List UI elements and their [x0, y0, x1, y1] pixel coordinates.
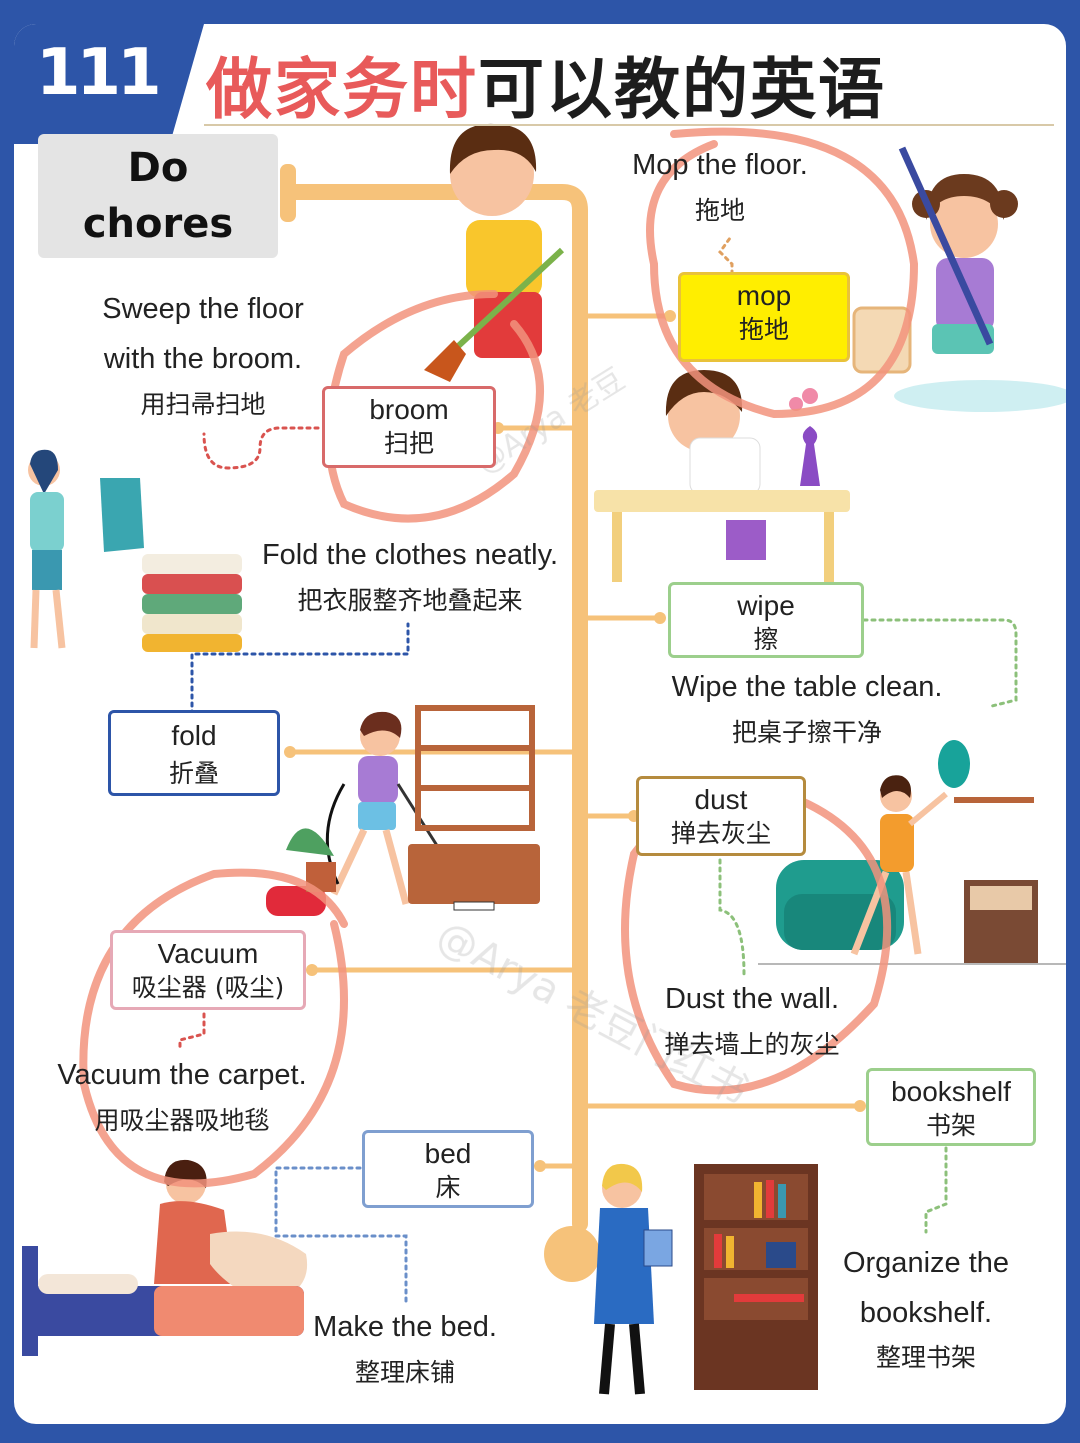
infographic-card: @Arya 老豆 @Arya 老豆门红书 111 做家务时可以教的英语 Do c…	[14, 24, 1066, 1424]
phrase-vacuum-zh: 用吸尘器吸地毯	[94, 1106, 270, 1135]
phrase-bookshelf-zh: 整理书架	[875, 1343, 976, 1372]
word-mop-en: mop	[736, 280, 792, 311]
phrase-bookshelf-en2: bookshelf.	[859, 1297, 993, 1329]
phrase-wipe-zh: 把桌子擦干净	[731, 718, 882, 747]
phrase-dust-en: Dust the wall.	[664, 983, 840, 1015]
phrase-dust: Dust the wall. 掸去墙上的灰尘	[634, 976, 870, 1068]
word-bookshelf-en: bookshelf	[891, 1076, 1011, 1107]
phrase-fold-en: Fold the clothes neatly.	[261, 539, 559, 571]
phrase-fold: Fold the clothes neatly. 把衣服整齐地叠起来	[260, 532, 560, 624]
phrase-wipe-en: Wipe the table clean.	[671, 671, 943, 703]
word-vacuum-en: Vacuum	[157, 938, 259, 969]
phrase-sweep: Sweep the floor with the broom. 用扫帚扫地	[98, 284, 308, 426]
phrase-mop-en: Mop the floor.	[632, 149, 808, 181]
phrase-mop-zh: 拖地	[694, 196, 745, 225]
illustration-layer: @Arya 老豆 @Arya 老豆门红书	[22, 123, 1066, 1395]
phrase-bed-zh: 整理床铺	[354, 1358, 455, 1387]
word-wipe-zh: 擦	[753, 625, 779, 654]
word-box-dust: dust 掸去灰尘	[636, 776, 806, 856]
word-box-wipe: wipe 擦	[668, 582, 864, 658]
word-box-broom: broom 扫把	[322, 386, 496, 468]
phrase-sweep-en1: Sweep the floor	[102, 293, 304, 325]
phrase-bed: Make the bed. 整理床铺	[312, 1304, 498, 1396]
word-bed-zh: 床	[435, 1173, 461, 1202]
word-bed-en: bed	[424, 1138, 472, 1169]
title-dark-part: 可以教的英语	[478, 51, 886, 128]
episode-badge: 111	[14, 24, 204, 144]
phrase-wipe: Wipe the table clean. 把桌子擦干净	[670, 664, 944, 756]
word-wipe-en: wipe	[737, 590, 795, 621]
page-title: 做家务时可以教的英语	[206, 36, 886, 132]
word-mop-zh: 拖地	[738, 315, 789, 344]
phrase-sweep-en2: with the broom.	[103, 343, 303, 375]
episode-number: 111	[36, 36, 162, 110]
phrase-fold-zh: 把衣服整齐地叠起来	[297, 586, 523, 615]
root-node-do-chores: Do chores	[38, 134, 278, 258]
phrase-sweep-zh: 用扫帚扫地	[140, 390, 266, 419]
word-box-bookshelf: bookshelf 书架	[866, 1068, 1036, 1146]
phrase-bookshelf: Organize the bookshelf. 整理书架	[836, 1238, 1016, 1378]
phrase-dust-zh: 掸去墙上的灰尘	[664, 1030, 840, 1059]
root-line2: chores	[82, 201, 234, 247]
word-bookshelf-zh: 书架	[925, 1111, 976, 1140]
word-fold-en: fold	[171, 720, 217, 751]
phrase-mop: Mop the floor. 拖地	[630, 142, 810, 234]
word-dust-en: dust	[694, 784, 748, 815]
phrase-bed-en: Make the bed.	[313, 1311, 497, 1343]
word-box-mop: mop 拖地	[678, 272, 850, 362]
title-underline	[204, 124, 1054, 126]
word-box-fold: fold 折叠	[108, 710, 280, 796]
word-broom-zh: 扫把	[383, 429, 434, 458]
root-line1: Do	[127, 145, 189, 191]
title-red-part: 做家务时	[206, 51, 478, 128]
word-broom-en: broom	[369, 394, 449, 425]
word-dust-zh: 掸去灰尘	[670, 819, 771, 848]
phrase-vacuum-en: Vacuum the carpet.	[57, 1059, 307, 1091]
phrase-bookshelf-en1: Organize the	[842, 1247, 1010, 1279]
word-fold-zh: 折叠	[168, 759, 219, 788]
word-vacuum-zh: 吸尘器 (吸尘)	[131, 973, 285, 1002]
word-box-vacuum: Vacuum 吸尘器 (吸尘)	[110, 930, 306, 1010]
word-box-bed: bed 床	[362, 1130, 534, 1208]
phrase-vacuum: Vacuum the carpet. 用吸尘器吸地毯	[54, 1052, 310, 1144]
